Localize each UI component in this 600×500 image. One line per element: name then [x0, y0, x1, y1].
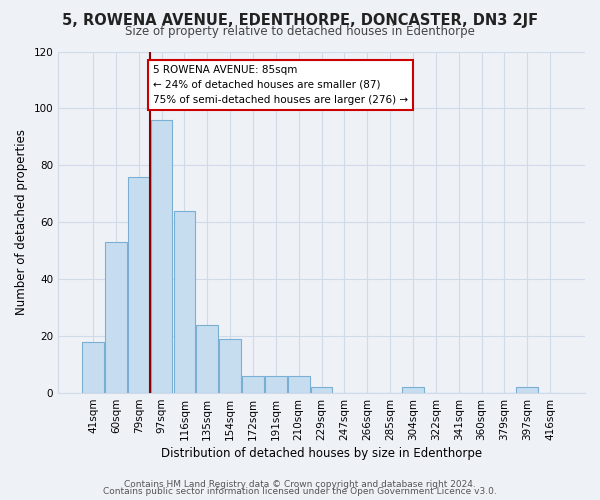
- Bar: [151, 120, 172, 393]
- Text: Contains public sector information licensed under the Open Government Licence v3: Contains public sector information licen…: [103, 487, 497, 496]
- Bar: [311, 388, 332, 393]
- Bar: [128, 176, 149, 393]
- Bar: [105, 242, 127, 393]
- Bar: [82, 342, 104, 393]
- Text: 5, ROWENA AVENUE, EDENTHORPE, DONCASTER, DN3 2JF: 5, ROWENA AVENUE, EDENTHORPE, DONCASTER,…: [62, 12, 538, 28]
- Bar: [242, 376, 264, 393]
- X-axis label: Distribution of detached houses by size in Edenthorpe: Distribution of detached houses by size …: [161, 447, 482, 460]
- Bar: [196, 325, 218, 393]
- Bar: [288, 376, 310, 393]
- Bar: [173, 211, 195, 393]
- Bar: [265, 376, 287, 393]
- Text: Contains HM Land Registry data © Crown copyright and database right 2024.: Contains HM Land Registry data © Crown c…: [124, 480, 476, 489]
- Bar: [219, 339, 241, 393]
- Y-axis label: Number of detached properties: Number of detached properties: [15, 130, 28, 316]
- Text: Size of property relative to detached houses in Edenthorpe: Size of property relative to detached ho…: [125, 25, 475, 38]
- Bar: [517, 388, 538, 393]
- Bar: [402, 388, 424, 393]
- Text: 5 ROWENA AVENUE: 85sqm
← 24% of detached houses are smaller (87)
75% of semi-det: 5 ROWENA AVENUE: 85sqm ← 24% of detached…: [153, 65, 408, 105]
